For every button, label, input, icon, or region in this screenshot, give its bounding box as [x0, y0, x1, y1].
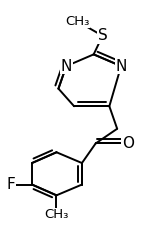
Text: F: F: [6, 177, 15, 192]
Text: CH₃: CH₃: [65, 15, 89, 28]
Text: N: N: [61, 59, 72, 74]
Text: O: O: [122, 136, 134, 151]
Text: S: S: [98, 28, 107, 43]
Text: N: N: [115, 59, 127, 74]
Text: CH₃: CH₃: [44, 208, 69, 221]
